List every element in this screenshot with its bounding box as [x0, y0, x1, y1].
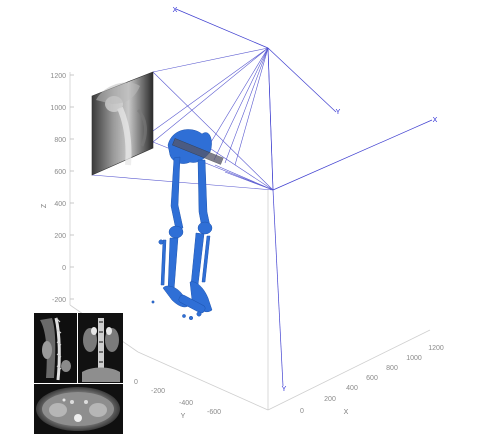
ct-coronal-slice [78, 313, 123, 383]
implant-bar [172, 138, 224, 165]
right-femur [197, 159, 211, 229]
z-tick-1200: 1200 [50, 73, 66, 80]
z-tick-marks [70, 74, 74, 300]
ct-axial-slice [34, 384, 123, 434]
projection-rays [91, 47, 274, 191]
z-axis-ticks: 1200 1000 800 600 400 200 0 -200 Z [41, 73, 66, 304]
left-tibia [167, 237, 179, 292]
y-axis-label: Y [181, 413, 186, 420]
z-tick-400: 400 [54, 201, 66, 208]
y-tick-neg200: -200 [151, 388, 165, 395]
x-axis-label: X [344, 409, 349, 416]
z-tick-200: 200 [54, 233, 66, 240]
source-frame-top [175, 8, 337, 191]
x-tick-1000: 1000 [406, 355, 422, 362]
y-tick-0: 0 [134, 379, 138, 386]
x-tick-800: 800 [386, 365, 398, 372]
z-axis-label: Z [41, 203, 48, 208]
z-tick-800: 800 [54, 137, 66, 144]
ct-panels [34, 313, 123, 434]
right-tibia [190, 232, 205, 286]
y-axis-ticks: 0 -200 -400 -600 Y [134, 379, 221, 420]
x-tick-0: 0 [300, 408, 304, 415]
z-tick-1000: 1000 [50, 105, 66, 112]
source-right-y-label: Y [282, 386, 287, 393]
source-top-y-label: Y [336, 109, 341, 116]
x-tick-200: 200 [324, 396, 336, 403]
y-tick-neg400: -400 [179, 400, 193, 407]
z-tick-0: 0 [62, 265, 66, 272]
xray-drr-image [91, 71, 154, 176]
axes-box [69, 72, 431, 411]
x-axis-ticks: 0 200 400 600 800 1000 1200 X [300, 345, 444, 416]
left-femur [170, 156, 184, 231]
ct-sagittal-slice [34, 313, 77, 383]
x-tick-1200: 1200 [428, 345, 444, 352]
z-tick-600: 600 [54, 169, 66, 176]
source-frame-right [272, 119, 433, 387]
y-tick-neg600: -600 [207, 409, 221, 416]
z-tick-neg200: -200 [52, 297, 66, 304]
x-tick-400: 400 [346, 385, 358, 392]
source-right-x-label: X [433, 117, 438, 124]
x-tick-600: 600 [366, 375, 378, 382]
source-top-x-label: X [173, 7, 178, 14]
bone-model [151, 129, 224, 321]
